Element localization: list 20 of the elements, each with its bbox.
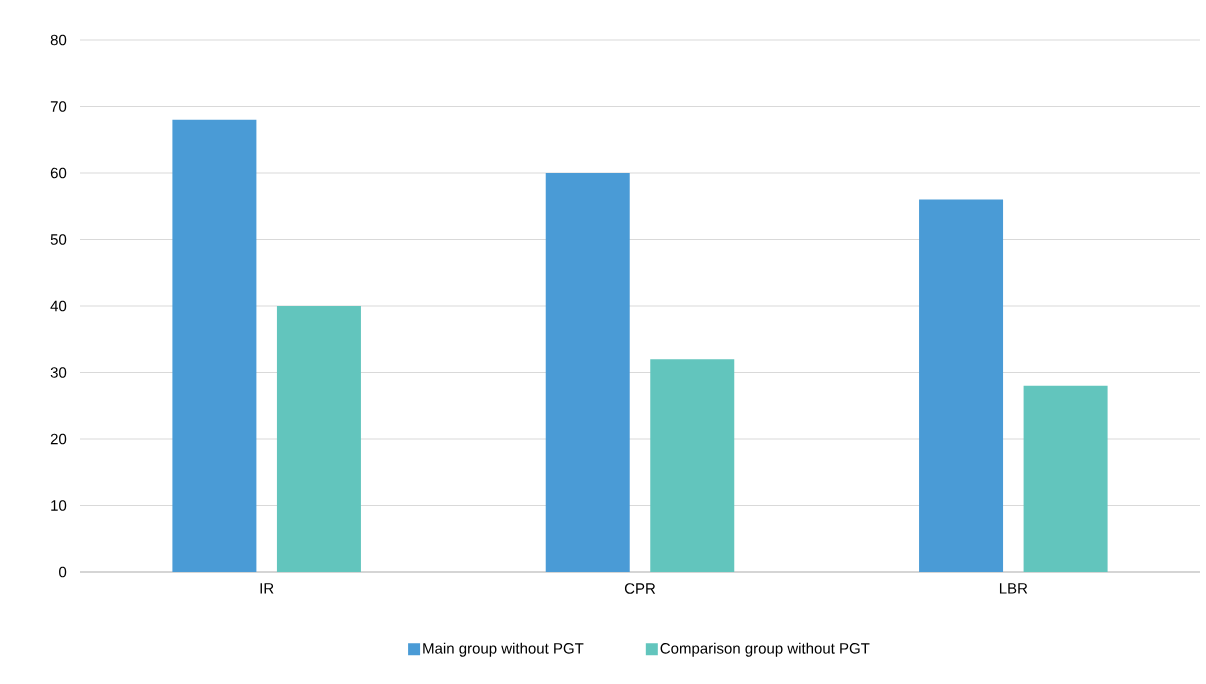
legend-label: Comparison group without PGT [660,642,870,657]
y-tick-label: 80 [50,34,67,46]
bar [172,119,257,572]
x-tick-label: LBR [999,583,1028,594]
bar [545,173,630,572]
bar [276,306,361,572]
y-tick-label: 60 [50,167,67,179]
y-tick-label: 50 [50,234,67,245]
y-tick-label: 30 [50,367,67,378]
legend-label: Main group without PGT [423,642,584,657]
bar [919,199,1004,572]
bar [1023,385,1108,572]
bar [650,359,735,572]
y-tick-label: 70 [50,101,67,112]
x-tick-label: CPR [624,583,656,594]
y-tick-label: 0 [59,566,67,578]
y-tick-label: 40 [50,300,67,312]
y-tick-label: 20 [50,433,67,445]
x-tick-label: IR [260,583,274,594]
y-tick-label: 10 [51,500,67,511]
